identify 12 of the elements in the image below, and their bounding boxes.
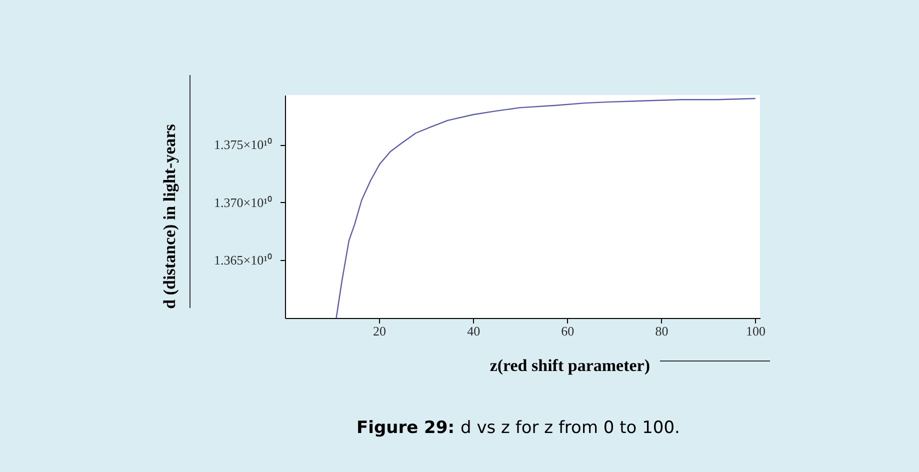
y-axis-title: d (distance) in light-years <box>160 124 179 309</box>
caption: Figure 29: d vs z for z from 0 to 100. <box>356 418 680 438</box>
y-tick-label: 1.370×10¹⁰ <box>214 194 272 210</box>
x-tick-label: 100 <box>746 324 766 338</box>
x-tick-label: 40 <box>467 324 480 338</box>
y-tick-label: 1.365×10¹⁰ <box>214 252 272 268</box>
line-series <box>336 98 756 319</box>
x-axis-title: z(red shift parameter) <box>490 356 650 375</box>
x-tick-label: 60 <box>561 324 574 338</box>
x-tick-label: 80 <box>655 324 668 338</box>
x-tick-label: 20 <box>373 324 386 338</box>
y-tick-label: 1.375×10¹⁰ <box>214 137 272 152</box>
